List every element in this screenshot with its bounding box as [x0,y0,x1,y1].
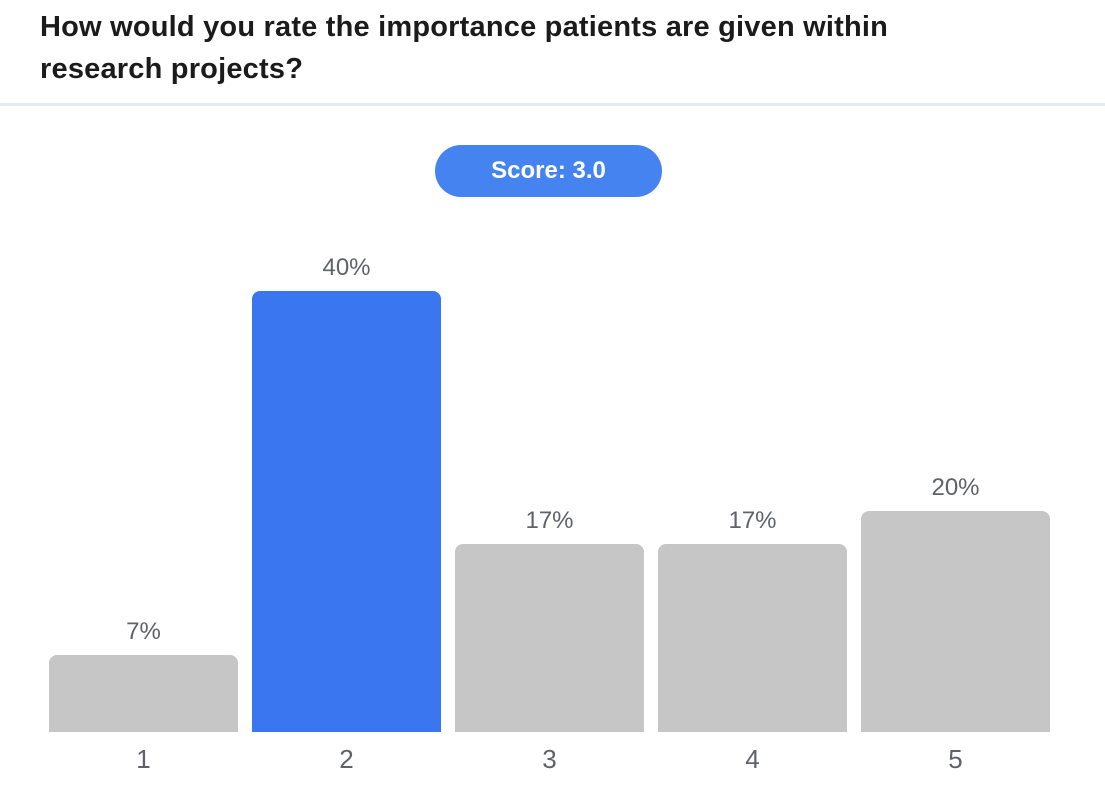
bar-value-label: 17% [525,507,574,534]
bar [49,655,238,732]
bar-value-label: 20% [931,474,980,501]
bar-column: 17% [455,507,644,732]
bar-value-label: 17% [728,507,777,534]
score-badge: Score: 3.0 [435,145,662,197]
bar-value-label: 7% [126,618,161,645]
x-axis-tick-label: 4 [745,744,760,774]
bar-column: 7% [49,618,238,732]
x-axis-tick-label: 5 [948,744,963,774]
x-axis-tick-label: 1 [136,744,151,774]
title-divider [0,103,1105,106]
bar-column: 40% [252,254,441,732]
bar [658,544,847,732]
score-badge-label: Score: 3.0 [491,157,606,184]
bar-highlighted [252,291,441,732]
bar-column: 17% [658,507,847,732]
x-axis-tick-label: 2 [339,744,354,774]
bar-column: 20% [861,474,1050,732]
bar-value-label: 40% [322,254,371,281]
page-title: How would you rate the importance patien… [40,11,889,85]
bar [861,511,1050,732]
x-axis-tick-label: 3 [542,744,557,774]
bar [455,544,644,732]
